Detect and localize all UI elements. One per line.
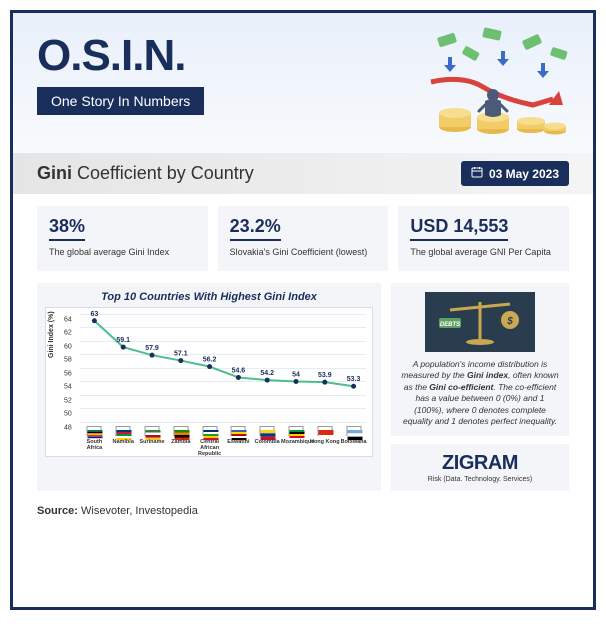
stat-card: 23.2% Slovakia's Gini Coefficient (lowes…: [218, 206, 389, 271]
stat-card: USD 14,553 The global average GNI Per Ca…: [398, 206, 569, 271]
brand-tagline: Risk (Data. Technology. Services): [399, 476, 561, 483]
title-row: Gini Coefficient by Country 03 May 2023: [13, 153, 593, 194]
svg-text:54.2: 54.2: [260, 370, 274, 377]
svg-text:57.9: 57.9: [145, 345, 159, 352]
stat-label: The global average Gini Index: [49, 247, 196, 259]
stat-label: Slovakia's Gini Coefficient (lowest): [230, 247, 377, 259]
chart-card: Top 10 Countries With Highest Gini Index…: [37, 283, 381, 491]
source-label: Source:: [37, 505, 78, 517]
svg-text:63: 63: [91, 310, 99, 317]
svg-text:59.1: 59.1: [116, 337, 130, 344]
title-rest: Coefficient by Country: [72, 163, 254, 183]
chart-title: Top 10 Countries With Highest Gini Index: [45, 291, 373, 303]
subtitle-bar: One Story In Numbers: [37, 87, 204, 115]
svg-text:54: 54: [292, 371, 300, 378]
stat-label: The global average GNI Per Capita: [410, 247, 557, 259]
side-column: DEBTS $ A population's income distributi…: [391, 283, 569, 491]
date-badge: 03 May 2023: [461, 161, 569, 186]
svg-text:$: $: [506, 316, 513, 327]
brand-card: ZIGRAM Risk (Data. Technology. Services): [391, 444, 569, 491]
y-axis-label: Gini Index (%): [48, 311, 55, 358]
date-text: 03 May 2023: [489, 167, 559, 181]
svg-text:53.9: 53.9: [318, 372, 332, 379]
brand-logo: ZIGRAM: [399, 452, 561, 475]
stat-value: USD 14,553: [410, 216, 508, 241]
svg-text:53.3: 53.3: [347, 376, 361, 383]
stat-value: 38%: [49, 216, 85, 241]
calendar-icon: [471, 166, 483, 181]
source-text: Wisevoter, Investopedia: [78, 505, 198, 517]
chart-area: Gini Index (%) 485052545658606264 6359.1…: [45, 307, 373, 457]
source-line: Source: Wisevoter, Investopedia: [13, 499, 593, 523]
stat-card: 38% The global average Gini Index: [37, 206, 208, 271]
svg-text:57.1: 57.1: [174, 350, 188, 357]
page-title: Gini Coefficient by Country: [37, 163, 254, 184]
svg-text:DEBTS: DEBTS: [440, 322, 460, 328]
content-row: Top 10 Countries With Highest Gini Index…: [13, 279, 593, 499]
header: O.S.I.N. One Story In Numbers: [13, 13, 593, 153]
header-illustration: [423, 27, 573, 137]
svg-text:56.2: 56.2: [203, 356, 217, 363]
infographic-frame: O.S.I.N. One Story In Numbers: [10, 10, 596, 610]
chart-plot: 485052545658606264 6359.157.957.156.254.…: [80, 314, 366, 420]
explain-card: DEBTS $ A population's income distributi…: [391, 283, 569, 436]
stats-row: 38% The global average Gini Index 23.2% …: [13, 194, 593, 279]
stat-value: 23.2%: [230, 216, 281, 241]
scale-illustration: DEBTS $: [401, 291, 559, 353]
explain-text: A population's income distribution is me…: [401, 359, 559, 428]
title-bold: Gini: [37, 163, 72, 183]
svg-text:54.6: 54.6: [232, 367, 246, 374]
